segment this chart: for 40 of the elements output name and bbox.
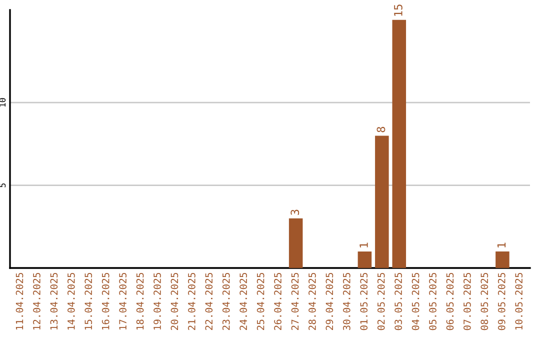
x-tick-label: 11.04.2025	[16, 272, 24, 330]
x-tick-label: 06.05.2025	[446, 272, 454, 330]
x-tick-label: 08.05.2025	[480, 272, 488, 330]
data-label: 1	[497, 242, 506, 248]
bar	[392, 20, 406, 268]
x-tick-label: 26.04.2025	[274, 272, 282, 330]
x-tick-label: 17.04.2025	[119, 272, 126, 330]
x-tick-label: 12.04.2025	[33, 272, 40, 330]
x-tick-label: 07.05.2025	[464, 272, 471, 330]
x-tick-label: 29.04.2025	[326, 272, 334, 330]
x-tick-label: 02.05.2025	[377, 272, 385, 330]
bar	[375, 136, 389, 268]
x-tick-label: 27.04.2025	[291, 272, 299, 330]
bar	[358, 251, 372, 268]
x-tick-label: 14.04.2025	[67, 272, 75, 330]
bar	[288, 218, 303, 268]
x-tick-label: 19.04.2025	[154, 272, 161, 330]
x-tick-label: 18.04.2025	[136, 272, 144, 330]
data-label: 3	[290, 210, 300, 215]
x-tick-label: 15.04.2025	[84, 272, 92, 330]
x-tick-label: 16.04.2025	[102, 272, 110, 330]
data-label: 15	[394, 4, 402, 16]
bar	[496, 251, 510, 268]
x-tick-label: 22.04.2025	[205, 272, 213, 330]
x-tick-label: 01.05.2025	[360, 272, 368, 330]
x-tick-label: 10.05.2025	[515, 272, 523, 330]
x-tick-label: 28.04.2025	[308, 272, 316, 330]
x-tick-label: 30.04.2025	[342, 272, 350, 330]
x-tick-label: 25.04.2025	[256, 272, 264, 330]
data-label: 8	[376, 126, 386, 132]
x-tick-label: 04.05.2025	[412, 272, 420, 330]
x-tick-label: 23.04.2025	[222, 272, 230, 330]
x-tick-label: 21.04.2025	[188, 272, 196, 330]
x-tick-label: 13.04.2025	[50, 272, 58, 330]
x-tick-label: 20.04.2025	[170, 272, 178, 330]
x-tick-label: 24.04.2025	[240, 272, 248, 330]
x-tick-label: 09.05.2025	[498, 272, 506, 330]
data-label: 1	[360, 242, 368, 248]
x-tick-label: 03.05.2025	[394, 272, 402, 330]
x-tick-label: 05.05.2025	[429, 272, 436, 330]
